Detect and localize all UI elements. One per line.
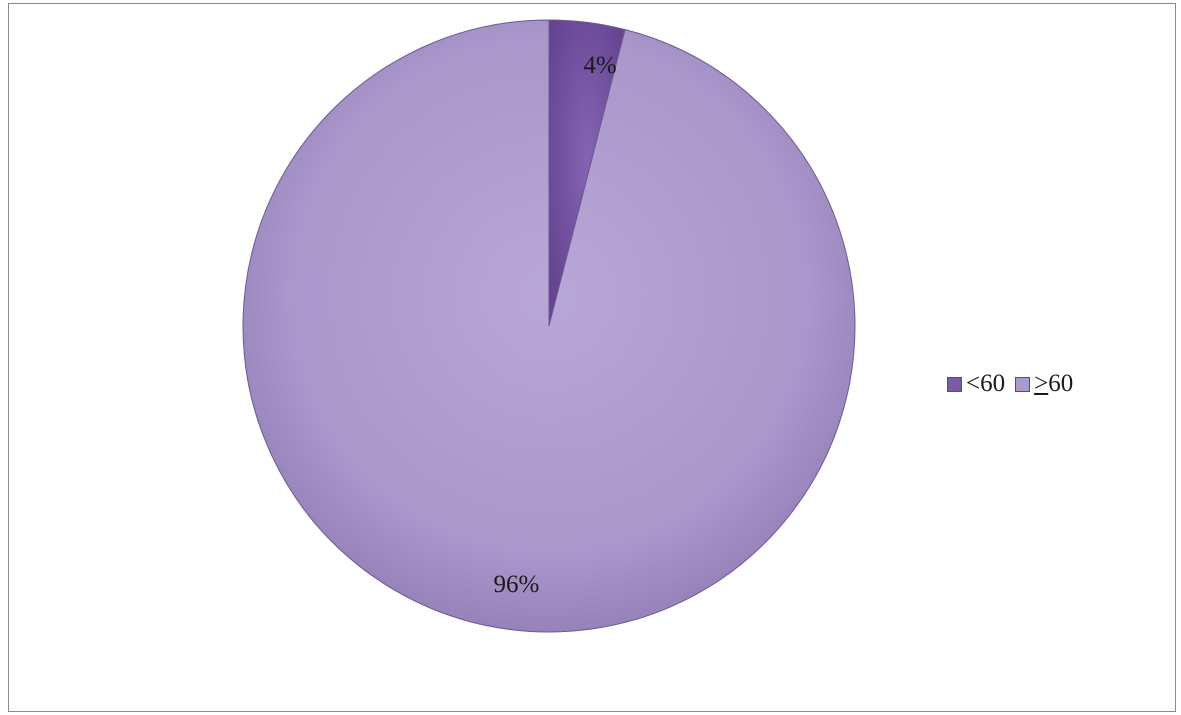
legend-symbol-ge: > xyxy=(1034,370,1049,397)
legend-item-ge-60: > 60 xyxy=(1015,370,1073,398)
legend-item-lt-60: <60 xyxy=(947,370,1005,398)
pie-slice-1 xyxy=(242,19,856,633)
legend-label-ge-60: 60 xyxy=(1048,370,1074,397)
data-label-1: 96% xyxy=(493,571,539,598)
legend-swatch-ge-60 xyxy=(1015,376,1031,392)
legend: <60 > 60 xyxy=(947,370,1083,398)
chart-area: 4% 96% <60 > 60 xyxy=(8,3,1176,712)
data-label-0: 4% xyxy=(583,52,616,79)
legend-swatch-lt-60 xyxy=(947,376,962,392)
pie-chart: 4% 96% xyxy=(242,19,856,633)
legend-label-lt-60: <60 xyxy=(966,370,1006,397)
